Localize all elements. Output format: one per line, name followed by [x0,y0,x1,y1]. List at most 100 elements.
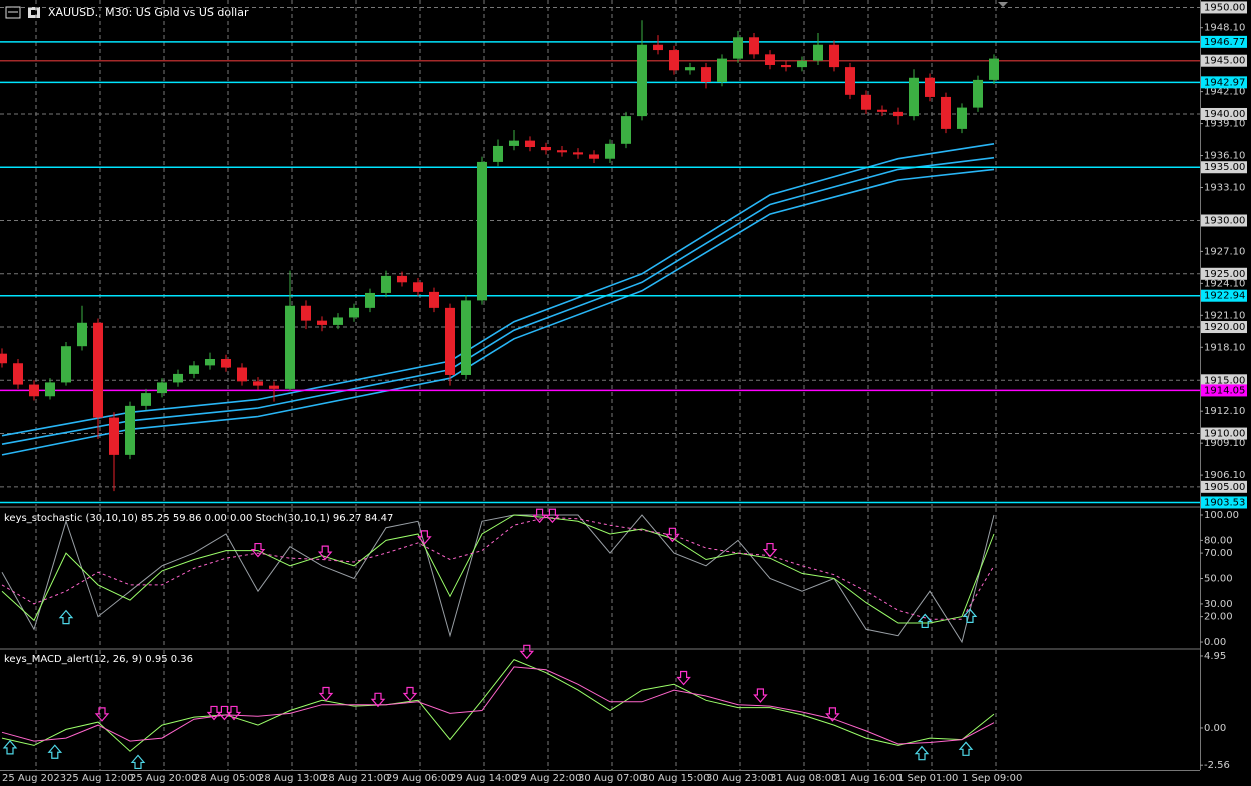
candle-body [637,44,647,117]
level-label: 1914.05 [1204,385,1245,396]
x-tick-label: 25 Aug 12:00 [66,773,133,784]
y-tick-label: 1936.10 [1204,151,1245,162]
x-tick-label: 25 Aug 20:00 [130,773,197,784]
candle-body [861,94,871,110]
level-box [1201,384,1247,397]
level-box [1201,496,1247,509]
level-box [1201,35,1247,48]
level-label: 1945.00 [1204,56,1245,67]
level-box [1201,107,1247,120]
sell-arrow [370,692,386,708]
candle-body [765,54,775,65]
sell-arrow [825,707,840,722]
candle-body [0,353,7,364]
buy-arrow [914,745,930,761]
candle-body [925,77,935,97]
level-box [1201,374,1247,387]
candle-body [189,365,199,374]
level-box [1201,54,1247,67]
candle-body [173,373,183,383]
candle-body [829,44,839,68]
y-tick-label: 1927.10 [1204,246,1245,257]
x-tick-label: 31 Aug 08:00 [770,773,837,784]
sell-arrow [226,705,242,721]
y-tick-label: 50.00 [1204,574,1233,585]
candle-body [941,96,951,129]
indicator-line [1,666,995,745]
sell-arrow [545,508,560,524]
candle-body [205,358,215,366]
candle-body [845,67,855,95]
candle-body [701,67,711,83]
candle-body [365,292,375,308]
candle-body [269,385,279,389]
y-tick-label: -2.56 [1204,760,1230,771]
level-label: 1950.00 [1204,2,1245,13]
candle-body [781,64,791,68]
level-box [1201,267,1247,280]
level-label: 1925.00 [1204,269,1245,280]
indicator-title: keys_stochastic (30,10,10) 85.25 59.86 0… [4,513,393,524]
sell-arrow [762,542,778,558]
candle-body [477,161,487,301]
candle-body [333,317,343,325]
candle-body [77,322,87,347]
toolbar-icons [5,6,40,19]
level-label: 1915.00 [1204,375,1245,386]
candle-body [909,77,919,117]
candle-body [797,60,807,68]
indicator-line [1,514,995,644]
buy-arrow [130,754,146,770]
sell-arrow [217,705,232,721]
level-box [1201,161,1247,174]
y-tick-label: 20.00 [1204,612,1233,623]
candle-body [237,367,247,382]
candle-body [893,111,903,117]
candle-body [349,307,359,318]
moving-average [1,156,995,445]
y-tick-label: 1921.10 [1204,310,1245,321]
candle-body [989,58,999,80]
sell-arrow [676,670,691,686]
candle-body [717,58,727,83]
buy-arrow [47,744,63,759]
x-tick-label: 28 Aug 05:00 [194,773,261,784]
candle-body [541,147,551,151]
x-tick-label: 29 Aug 22:00 [514,773,581,784]
y-tick-label: 1948.10 [1204,23,1245,34]
y-tick-label: 1906.10 [1204,470,1245,481]
sell-arrow [417,530,432,545]
candle-body [669,50,679,71]
sell-arrow [665,527,680,543]
candle-body [221,358,231,368]
level-box [1201,427,1247,440]
y-tick-label: 1909.10 [1204,438,1245,449]
shift-marker [998,2,1008,7]
level-label: 1905.00 [1204,482,1245,493]
buy-arrow [962,608,978,623]
chart-title: XAUUSD., M30: US Gold vs US dollar [48,6,249,19]
x-tick-label: 29 Aug 14:00 [450,773,517,784]
candle-body [653,44,663,51]
level-label: 1940.00 [1204,109,1245,120]
y-tick-label: 1924.10 [1204,278,1245,289]
level-box [1201,480,1247,493]
candle-body [557,150,567,153]
sell-arrow [519,644,535,660]
icon [5,6,21,19]
candle-body [253,381,263,386]
y-tick-label: 1933.10 [1204,182,1245,193]
y-tick-label: 80.00 [1204,535,1233,546]
sell-arrow [753,688,768,703]
y-tick-label: 1939.10 [1204,119,1245,130]
y-tick-label: 100.00 [1204,510,1239,521]
level-label: 1946.77 [1204,37,1245,48]
y-tick-label: 1912.10 [1204,406,1245,417]
candle-body [61,346,71,383]
x-tick-label: 29 Aug 06:00 [386,773,453,784]
level-box [1201,321,1247,334]
candle-body [573,152,583,155]
candle-body [813,44,823,61]
level-label: 1920.00 [1204,322,1245,333]
